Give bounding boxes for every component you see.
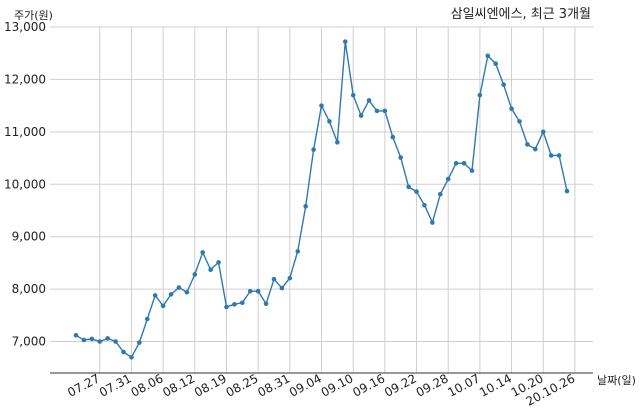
x-tick-label: 10.14 [477, 371, 514, 399]
data-point [422, 202, 427, 208]
y-axis-title: 주가(원) [14, 9, 53, 22]
data-point [453, 161, 459, 166]
data-point [437, 191, 443, 197]
x-tick-label: 08.06 [129, 371, 166, 399]
data-point [533, 146, 538, 152]
data-point [279, 285, 285, 291]
data-point [485, 53, 491, 59]
data-point [81, 337, 87, 343]
data-point [477, 92, 483, 98]
data-point [469, 168, 475, 173]
data-point [556, 153, 562, 158]
x-tick-label: 08.31 [255, 371, 292, 399]
data-point [374, 108, 380, 114]
data-point [509, 106, 514, 112]
data-point [303, 203, 308, 209]
data-point [168, 292, 174, 297]
data-point [144, 316, 150, 322]
data-point [224, 304, 229, 310]
y-tick-label: 13,000 [4, 20, 46, 34]
x-tick-label: 07.27 [65, 371, 102, 399]
y-tick-label: 11,000 [4, 125, 46, 139]
data-point [398, 155, 403, 160]
x-tick-label: 07.31 [97, 371, 134, 399]
x-tick-label: 08.19 [192, 371, 229, 399]
data-point [192, 272, 198, 277]
data-point [406, 184, 411, 190]
chart-title: 삼일씨엔에스, 최근 3개월 [451, 7, 591, 22]
data-point [271, 276, 277, 282]
data-point [540, 129, 546, 135]
x-tick-label: 09.28 [414, 371, 451, 399]
x-tick-label: 10.07 [445, 371, 482, 399]
data-point [232, 302, 237, 307]
data-point [327, 119, 332, 124]
data-point [295, 249, 301, 254]
data-point [501, 82, 506, 87]
data-point [105, 336, 110, 341]
data-point [358, 113, 364, 118]
data-point [216, 260, 221, 265]
price-points [73, 39, 570, 360]
data-point [414, 189, 419, 194]
data-point [89, 336, 95, 342]
x-axis-title: 날짜(일) [597, 373, 636, 387]
data-point [97, 339, 103, 344]
data-point [335, 140, 340, 145]
x-tick-labels: 07.2707.3108.0608.1208.1908.2508.3109.04… [65, 371, 577, 408]
x-tick-label: 08.12 [160, 371, 197, 399]
x-tick-label: 09.22 [382, 371, 419, 399]
data-point [152, 293, 158, 298]
data-point [493, 61, 499, 66]
data-point [390, 134, 396, 140]
data-point [287, 275, 293, 281]
data-point [342, 39, 348, 44]
y-tick-label: 10,000 [4, 177, 46, 191]
data-point [200, 250, 206, 255]
data-point [461, 161, 467, 166]
data-point [73, 332, 79, 338]
data-point [263, 301, 269, 307]
data-point [176, 285, 182, 290]
grid [50, 26, 593, 373]
data-point [548, 153, 554, 158]
data-point [366, 98, 372, 103]
data-point [208, 267, 213, 273]
data-point [525, 142, 530, 147]
data-point [240, 300, 245, 306]
y-tick-labels: 7,000 8,000 9,000 10,000 11,000 12,000 13,000 [4, 20, 46, 349]
data-point [517, 119, 522, 124]
data-point [160, 303, 166, 309]
data-point [247, 288, 253, 294]
y-tick-label: 7,000 [12, 335, 46, 349]
x-tick-label: 09.04 [287, 371, 324, 399]
data-point [129, 354, 134, 360]
data-point [184, 289, 190, 295]
y-tick-label: 9,000 [12, 230, 46, 244]
x-tick-label: 08.25 [224, 371, 261, 399]
data-point [430, 220, 435, 225]
y-tick-label: 8,000 [12, 282, 46, 296]
data-point [255, 288, 261, 294]
data-point [137, 340, 142, 345]
x-tick-label: 09.10 [319, 371, 356, 399]
data-point [564, 188, 570, 194]
data-point [121, 349, 126, 355]
data-point [319, 103, 324, 108]
x-tick-label: 09.16 [350, 371, 387, 399]
data-point [445, 176, 451, 182]
data-point [382, 108, 388, 114]
data-point [350, 92, 356, 98]
data-point [113, 339, 118, 344]
data-point [311, 147, 316, 152]
y-tick-label: 12,000 [4, 72, 46, 86]
